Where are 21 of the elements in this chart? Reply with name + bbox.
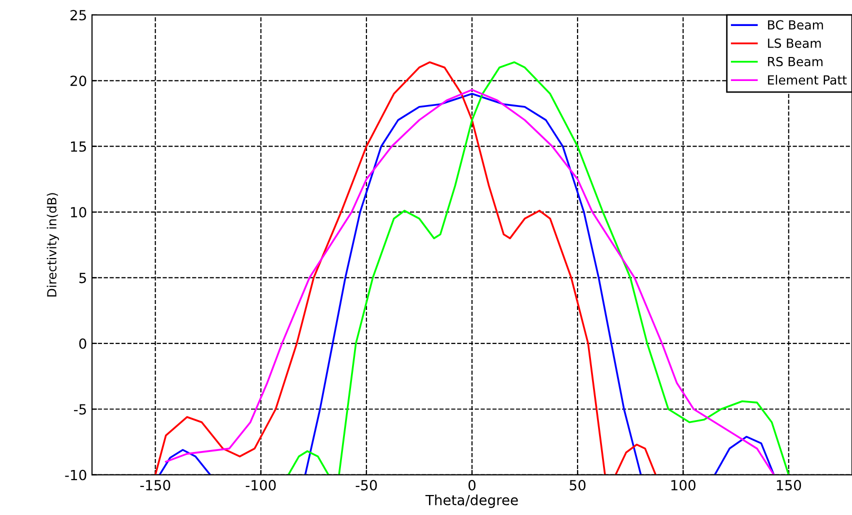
x-tick-label: 100 [671,480,696,490]
x-tick-label: -100 [246,480,276,490]
legend-label: RS Beam [768,56,822,66]
x-axis-title: Theta/degree [425,494,518,508]
legend-label: LS Beam [768,38,821,48]
x-tick-label: 0 [468,480,476,490]
x-tick-label: 150 [776,480,801,490]
legend-label: BC Beam [768,20,823,30]
y-tick-label: 15 [71,141,86,152]
y-tick-label: 5 [79,272,86,284]
y-tick-label: -5 [74,404,86,415]
legend-label: Element Patt [768,74,847,85]
x-tick-label: -50 [356,480,377,490]
y-tick-label: 20 [70,76,86,86]
y-tick-label: -10 [65,470,86,480]
y-tick-label: 10 [71,207,86,218]
x-tick-label: 50 [570,480,586,490]
y-tick-label: 25 [70,10,86,20]
x-tick-label: -150 [140,480,170,490]
y-tick-label: 0 [79,338,86,349]
y-axis-title: Directivity in(dB) [46,193,59,297]
